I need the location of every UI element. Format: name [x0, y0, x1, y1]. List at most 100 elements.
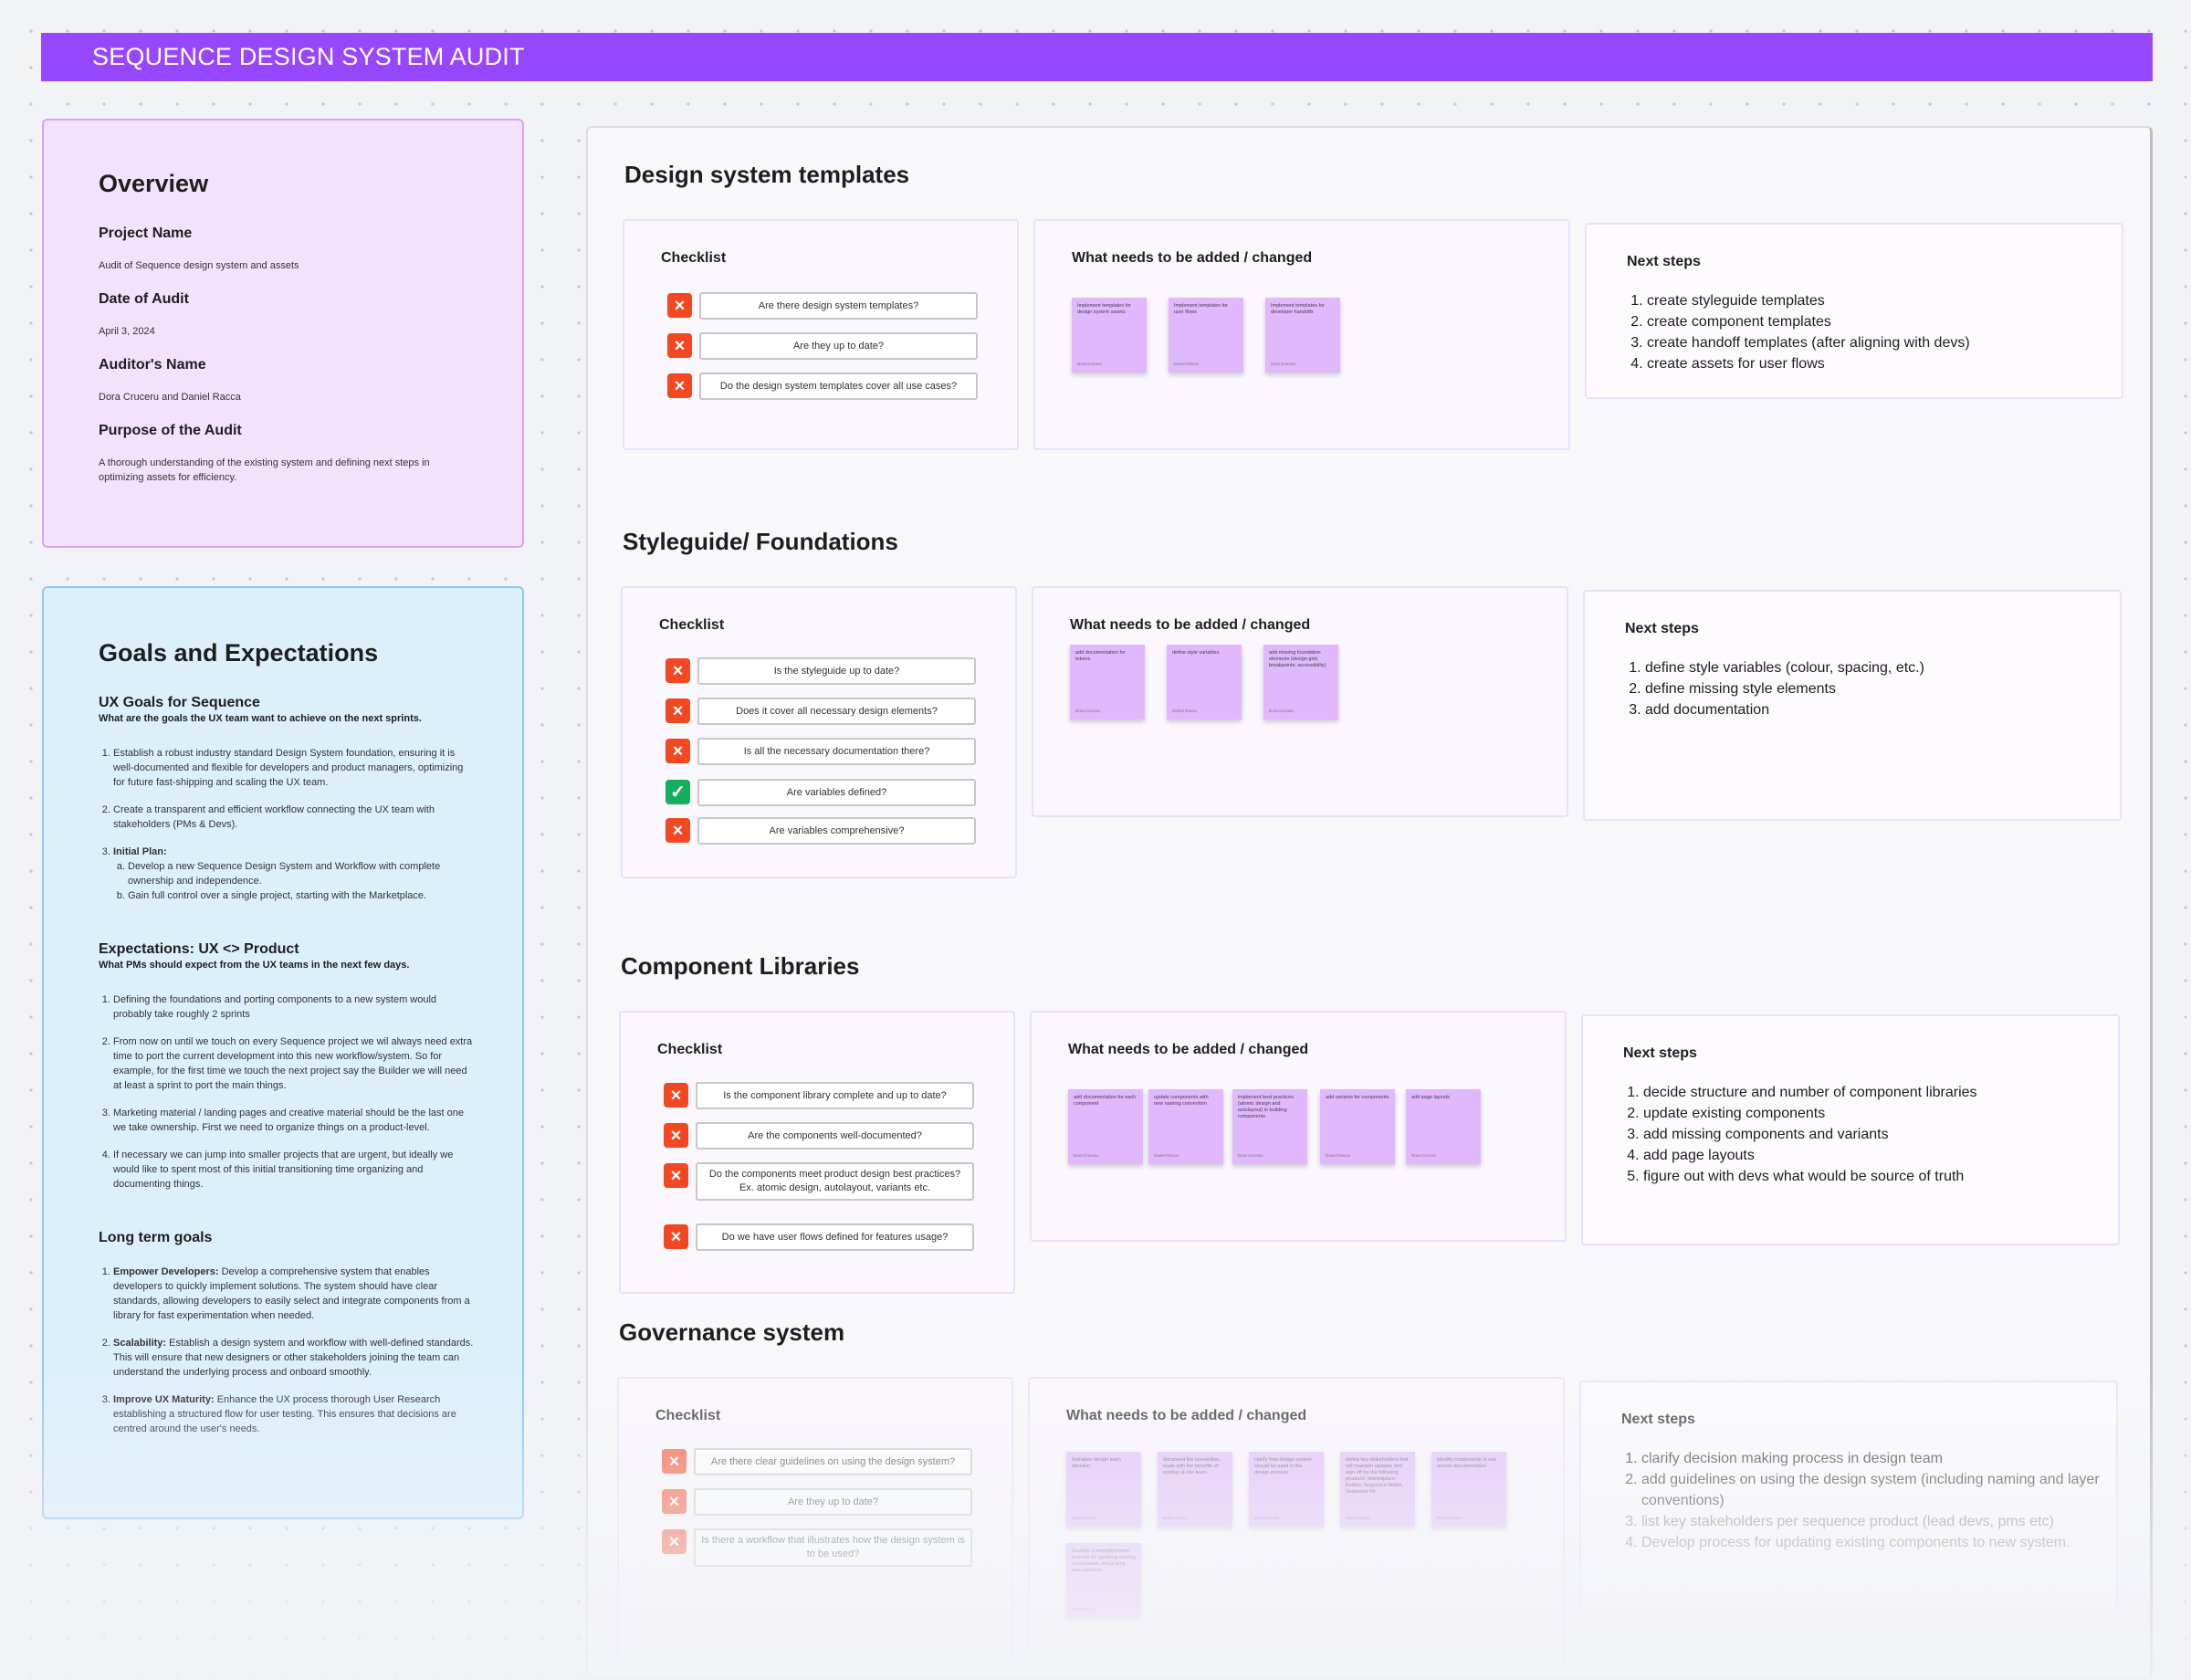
cross-icon[interactable]: ×	[667, 293, 692, 318]
list-item: Gain full control over a single project,…	[128, 888, 475, 903]
checklist-question: Is the styleguide up to date?	[697, 657, 976, 685]
overview-field: Date of Audit April 3, 2024	[99, 291, 467, 339]
checklist-question: Are variables defined?	[697, 779, 976, 806]
sticky-note[interactable]: add variants for components Daniel Racca	[1320, 1089, 1395, 1164]
cross-icon[interactable]: ×	[664, 1163, 688, 1188]
sticky-note[interactable]: add page layouts Dora Cruceru	[1406, 1089, 1481, 1164]
checklist-question: Are the components well-documented?	[696, 1122, 974, 1150]
cross-icon[interactable]: ×	[662, 1489, 687, 1514]
next-steps-list: define style variables (colour, spacing,…	[1625, 657, 1924, 720]
sticky-author: Daniel Racca	[1326, 1153, 1350, 1158]
sticky-author: Daniel Racca	[1154, 1153, 1179, 1158]
goals-card[interactable]: Goals and Expectations UX Goals for Sequ…	[42, 586, 524, 1519]
sticky-note[interactable]: Develop a straightforward process for up…	[1066, 1543, 1141, 1618]
sticky-note[interactable]: identify components in use across docume…	[1431, 1452, 1506, 1527]
sticky-text: add variants for components	[1326, 1095, 1389, 1100]
next-steps-title: Next steps	[1627, 254, 1701, 269]
sticky-note[interactable]: formalize design team decision Dora Cruce…	[1066, 1452, 1141, 1527]
sticky-text: clarify how design system should be used…	[1254, 1457, 1312, 1475]
sticky-note[interactable]: clarify how design system should be used…	[1249, 1452, 1324, 1527]
sticky-text: formalize design team decision	[1072, 1457, 1121, 1469]
sticky-note[interactable]: Implement templates for design system as…	[1072, 298, 1147, 373]
cross-icon[interactable]: ×	[667, 333, 692, 358]
sticky-note[interactable]: implement best practices (atomic design …	[1232, 1089, 1307, 1164]
next-steps-list: decide structure and number of component…	[1623, 1082, 1977, 1187]
next-steps-panel[interactable]: Next steps clarify decision making proces…	[1579, 1381, 2118, 1609]
overview-field-label: Auditor's Name	[99, 357, 206, 373]
next-step-item: create component templates	[1647, 311, 1970, 332]
changes-title: What needs to be added / changed	[1072, 250, 1313, 266]
next-step-item: add missing components and variants	[1643, 1124, 1977, 1145]
checklist-title: Checklist	[655, 1408, 721, 1423]
checklist-panel[interactable]: Checklist × Are there clear guidelines on …	[617, 1377, 1013, 1678]
sticky-text: Implement templates for user flows	[1174, 303, 1228, 315]
overview-card[interactable]: Overview Project Name Audit of Sequence …	[42, 119, 524, 548]
changes-title: What needs to be added / changed	[1066, 1408, 1307, 1423]
cross-icon[interactable]: ×	[666, 818, 690, 843]
next-steps-panel[interactable]: Next steps decide structure and number of…	[1581, 1014, 2120, 1245]
goal-text: Develop a comprehensive system that enab…	[113, 1266, 470, 1321]
cross-icon[interactable]: ×	[662, 1529, 687, 1554]
section-title: Styleguide/ Foundations	[623, 528, 898, 555]
next-step-item: update existing components	[1643, 1103, 1977, 1124]
next-steps-panel[interactable]: Next stepscreate styleguide templatescre…	[1585, 223, 2123, 399]
cross-icon[interactable]: ×	[664, 1083, 688, 1108]
cross-icon[interactable]: ×	[666, 658, 690, 683]
checklist-question: Do the components meet product design be…	[696, 1162, 974, 1201]
ux-goals-list: Establish a robust industry standard Des…	[99, 746, 475, 903]
sticky-author: Dora Cruceru	[1238, 1153, 1263, 1158]
next-steps-title: Next steps	[1621, 1412, 1695, 1427]
changes-panel[interactable]: What needs to be added / changed formaliz…	[1028, 1377, 1565, 1678]
next-steps-panel[interactable]: Next steps define style variables (colour…	[1583, 590, 2122, 821]
audit-board[interactable]: Design system templates Checklist × Are the…	[586, 126, 2153, 1680]
changes-panel[interactable]: What needs to be added / changed Implemen…	[1033, 219, 1570, 450]
overview-field-label: Purpose of the Audit	[99, 423, 242, 438]
overview-field-value: Audit of Sequence design system and asse…	[99, 260, 299, 271]
checklist-item: × Are variables comprehensive?	[666, 817, 976, 845]
next-steps-title: Next steps	[1623, 1045, 1697, 1061]
checklist-panel[interactable]: Checklist × Is the styleguide up to date? ×…	[621, 586, 1017, 878]
next-step-item: clarify decision making process in desig…	[1641, 1448, 2116, 1469]
sticky-note[interactable]: add missing foundation elements (design …	[1263, 645, 1338, 719]
sticky-author: Daniel Racca	[1072, 1607, 1096, 1612]
checklist-panel[interactable]: Checklist × Are there design system templa…	[623, 219, 1019, 450]
sticky-note[interactable]: document the convention, scale with the …	[1158, 1452, 1232, 1527]
checklist-title: Checklist	[661, 250, 727, 266]
banner-title: SEQUENCE DESIGN SYSTEM AUDIT	[92, 43, 525, 70]
sticky-note[interactable]: add documentation for each component Dora…	[1068, 1089, 1143, 1164]
checklist-question: Do the design system templates cover all…	[699, 373, 978, 400]
sticky-author: Dora Cruceru	[1254, 1516, 1280, 1520]
checklist-question: Is all the necessary documentation there…	[697, 738, 976, 765]
checklist-item: × Are there clear guidelines on using the…	[662, 1448, 972, 1475]
list-item: If necessary we can jump into smaller pr…	[113, 1148, 475, 1192]
sticky-note[interactable]: Implement templates for developer handof…	[1265, 298, 1340, 373]
sticky-note[interactable]: add documentation for tokens Dora Cruceru	[1070, 645, 1145, 719]
checklist-question: Are they up to date?	[699, 332, 978, 360]
sticky-author: Daniel Racca	[1172, 709, 1197, 713]
sticky-note[interactable]: Implement templates for user flows Daniel…	[1169, 298, 1243, 373]
ux-goals-heading: UX Goals for Sequence	[99, 695, 260, 710]
overview-title: Overview	[99, 170, 209, 197]
next-step-item: create handoff templates (after aligning…	[1647, 332, 1970, 353]
section-title: Component Libraries	[621, 952, 860, 980]
list-item: From now on until we touch on every Sequ…	[113, 1034, 475, 1093]
cross-icon[interactable]: ×	[664, 1224, 688, 1249]
sticky-text: implement best practices (atomic design …	[1238, 1095, 1294, 1119]
changes-panel[interactable]: What needs to be added / changed add docu…	[1030, 1011, 1567, 1242]
cross-icon[interactable]: ×	[666, 739, 690, 763]
checklist-item: × Are the components well-documented?	[664, 1122, 974, 1150]
cross-icon[interactable]: ×	[664, 1123, 688, 1148]
cross-icon[interactable]: ×	[666, 698, 690, 723]
sticky-note[interactable]: define key stakeholders that will mainta…	[1340, 1452, 1415, 1527]
goal-lead: Empower Developers:	[113, 1266, 219, 1277]
changes-panel[interactable]: What needs to be added / changed add docu…	[1032, 586, 1568, 817]
sticky-note[interactable]: define style variables Daniel Racca	[1167, 645, 1242, 719]
check-icon[interactable]: ✓	[666, 780, 690, 804]
sticky-note[interactable]: update components with new naming conven…	[1148, 1089, 1223, 1164]
checklist-panel[interactable]: Checklist × Is the component library compl…	[619, 1011, 1015, 1294]
cross-icon[interactable]: ×	[667, 373, 692, 398]
cross-icon[interactable]: ×	[662, 1449, 687, 1474]
overview-field-label: Date of Audit	[99, 291, 189, 307]
goal-lead: Improve UX Maturity:	[113, 1394, 215, 1405]
next-step-item: figure out with devs what would be sourc…	[1643, 1166, 1977, 1187]
